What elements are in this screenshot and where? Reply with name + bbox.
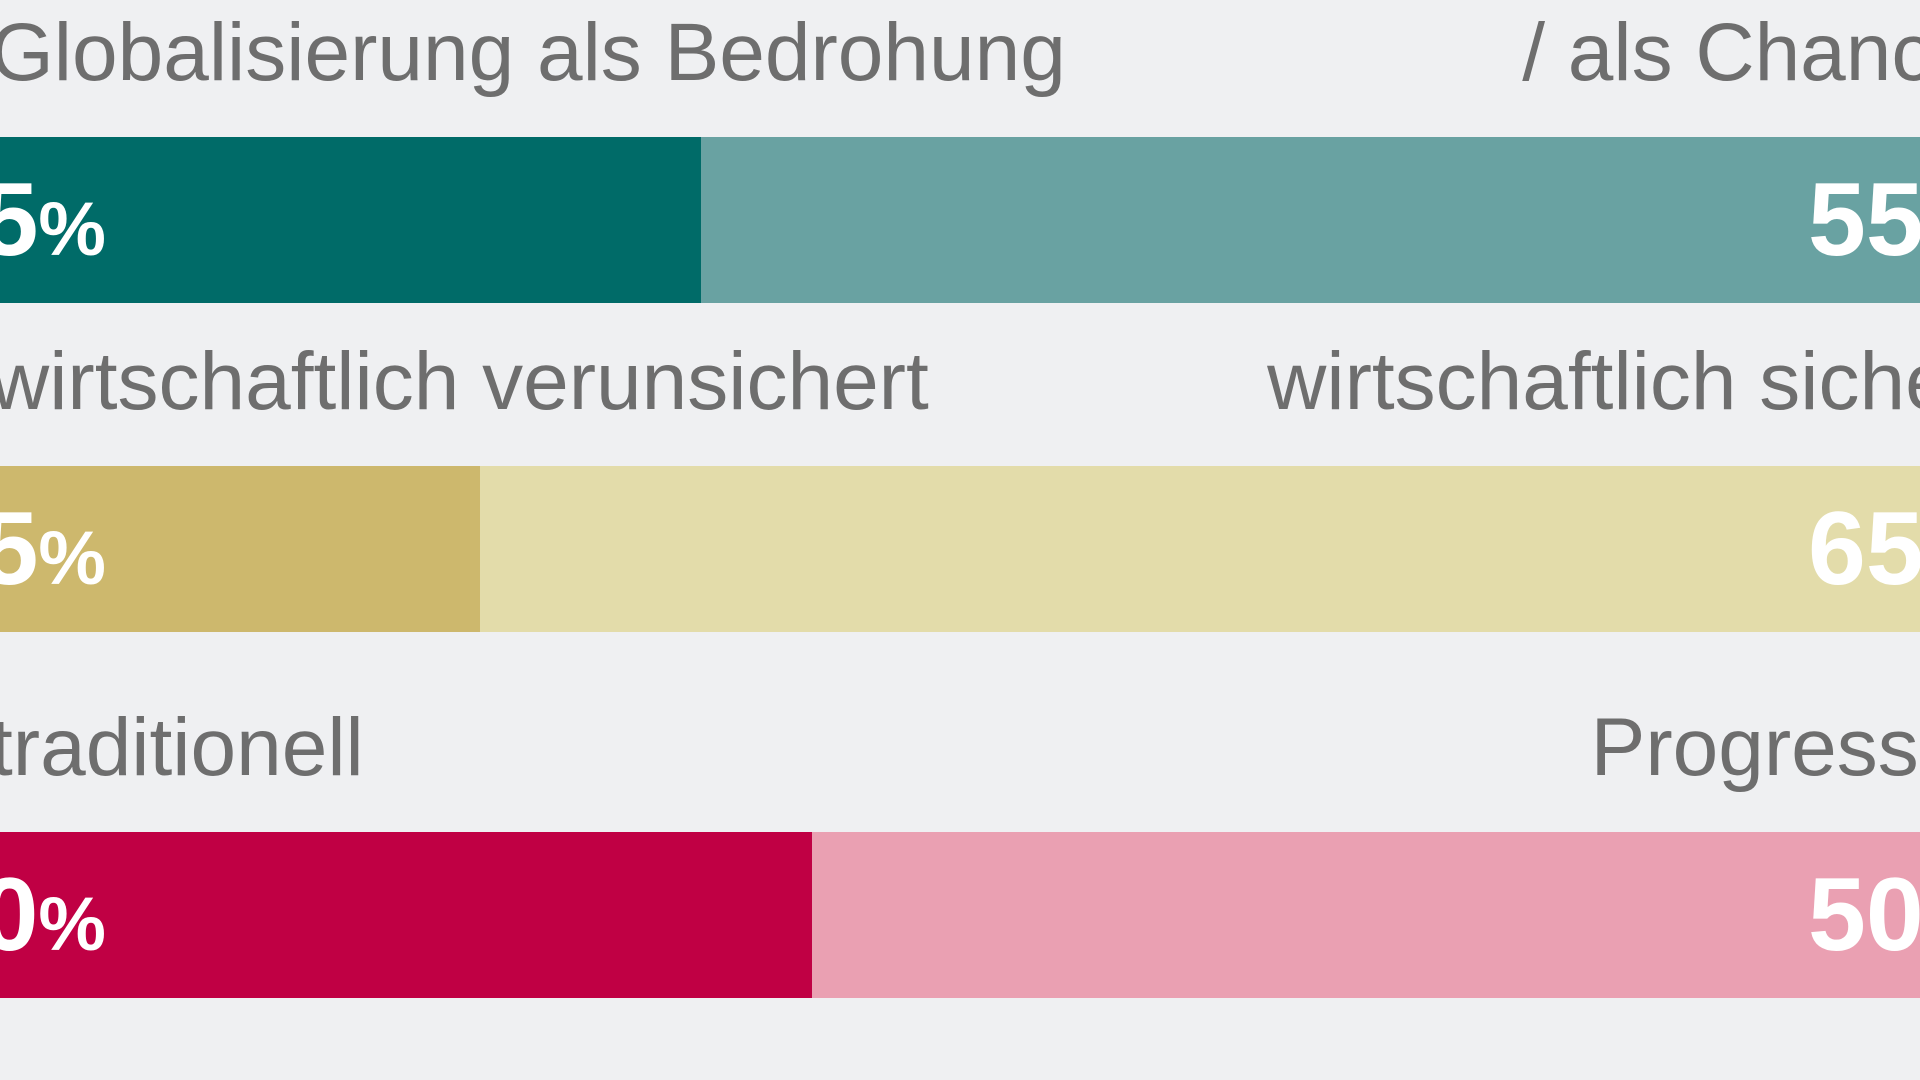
- left-category-label: Globalisierung als Bedrohung: [0, 7, 1066, 98]
- right-value-label: 50%: [1807, 857, 1920, 973]
- left-segment-bar: 50%: [0, 832, 813, 998]
- right-segment-bar: 65%: [479, 466, 1920, 632]
- left-value-label: 45%: [0, 162, 106, 278]
- stacked-bar: 45% 55%: [0, 137, 1920, 303]
- left-value-label: 50%: [0, 857, 106, 973]
- stacked-bar: 35% 65%: [0, 466, 1920, 632]
- left-value-label: 35%: [0, 491, 106, 607]
- left-segment-bar: 45%: [0, 137, 702, 303]
- right-category-label: / als Chance: [1522, 7, 1920, 98]
- left-category-label: wirtschaftlich verunsichert: [0, 336, 929, 427]
- right-category-label: wirtschaftlich sicher: [1267, 336, 1920, 427]
- right-value-label: 55%: [1807, 162, 1920, 278]
- right-segment-bar: 50%: [812, 832, 1920, 998]
- left-segment-bar: 35%: [0, 466, 480, 632]
- right-category-label: Progressiv: [1590, 702, 1920, 793]
- left-category-label: traditionell: [0, 702, 364, 793]
- stacked-bar: 50% 50%: [0, 832, 1920, 998]
- right-value-label: 65%: [1807, 491, 1920, 607]
- right-segment-bar: 55%: [701, 137, 1920, 303]
